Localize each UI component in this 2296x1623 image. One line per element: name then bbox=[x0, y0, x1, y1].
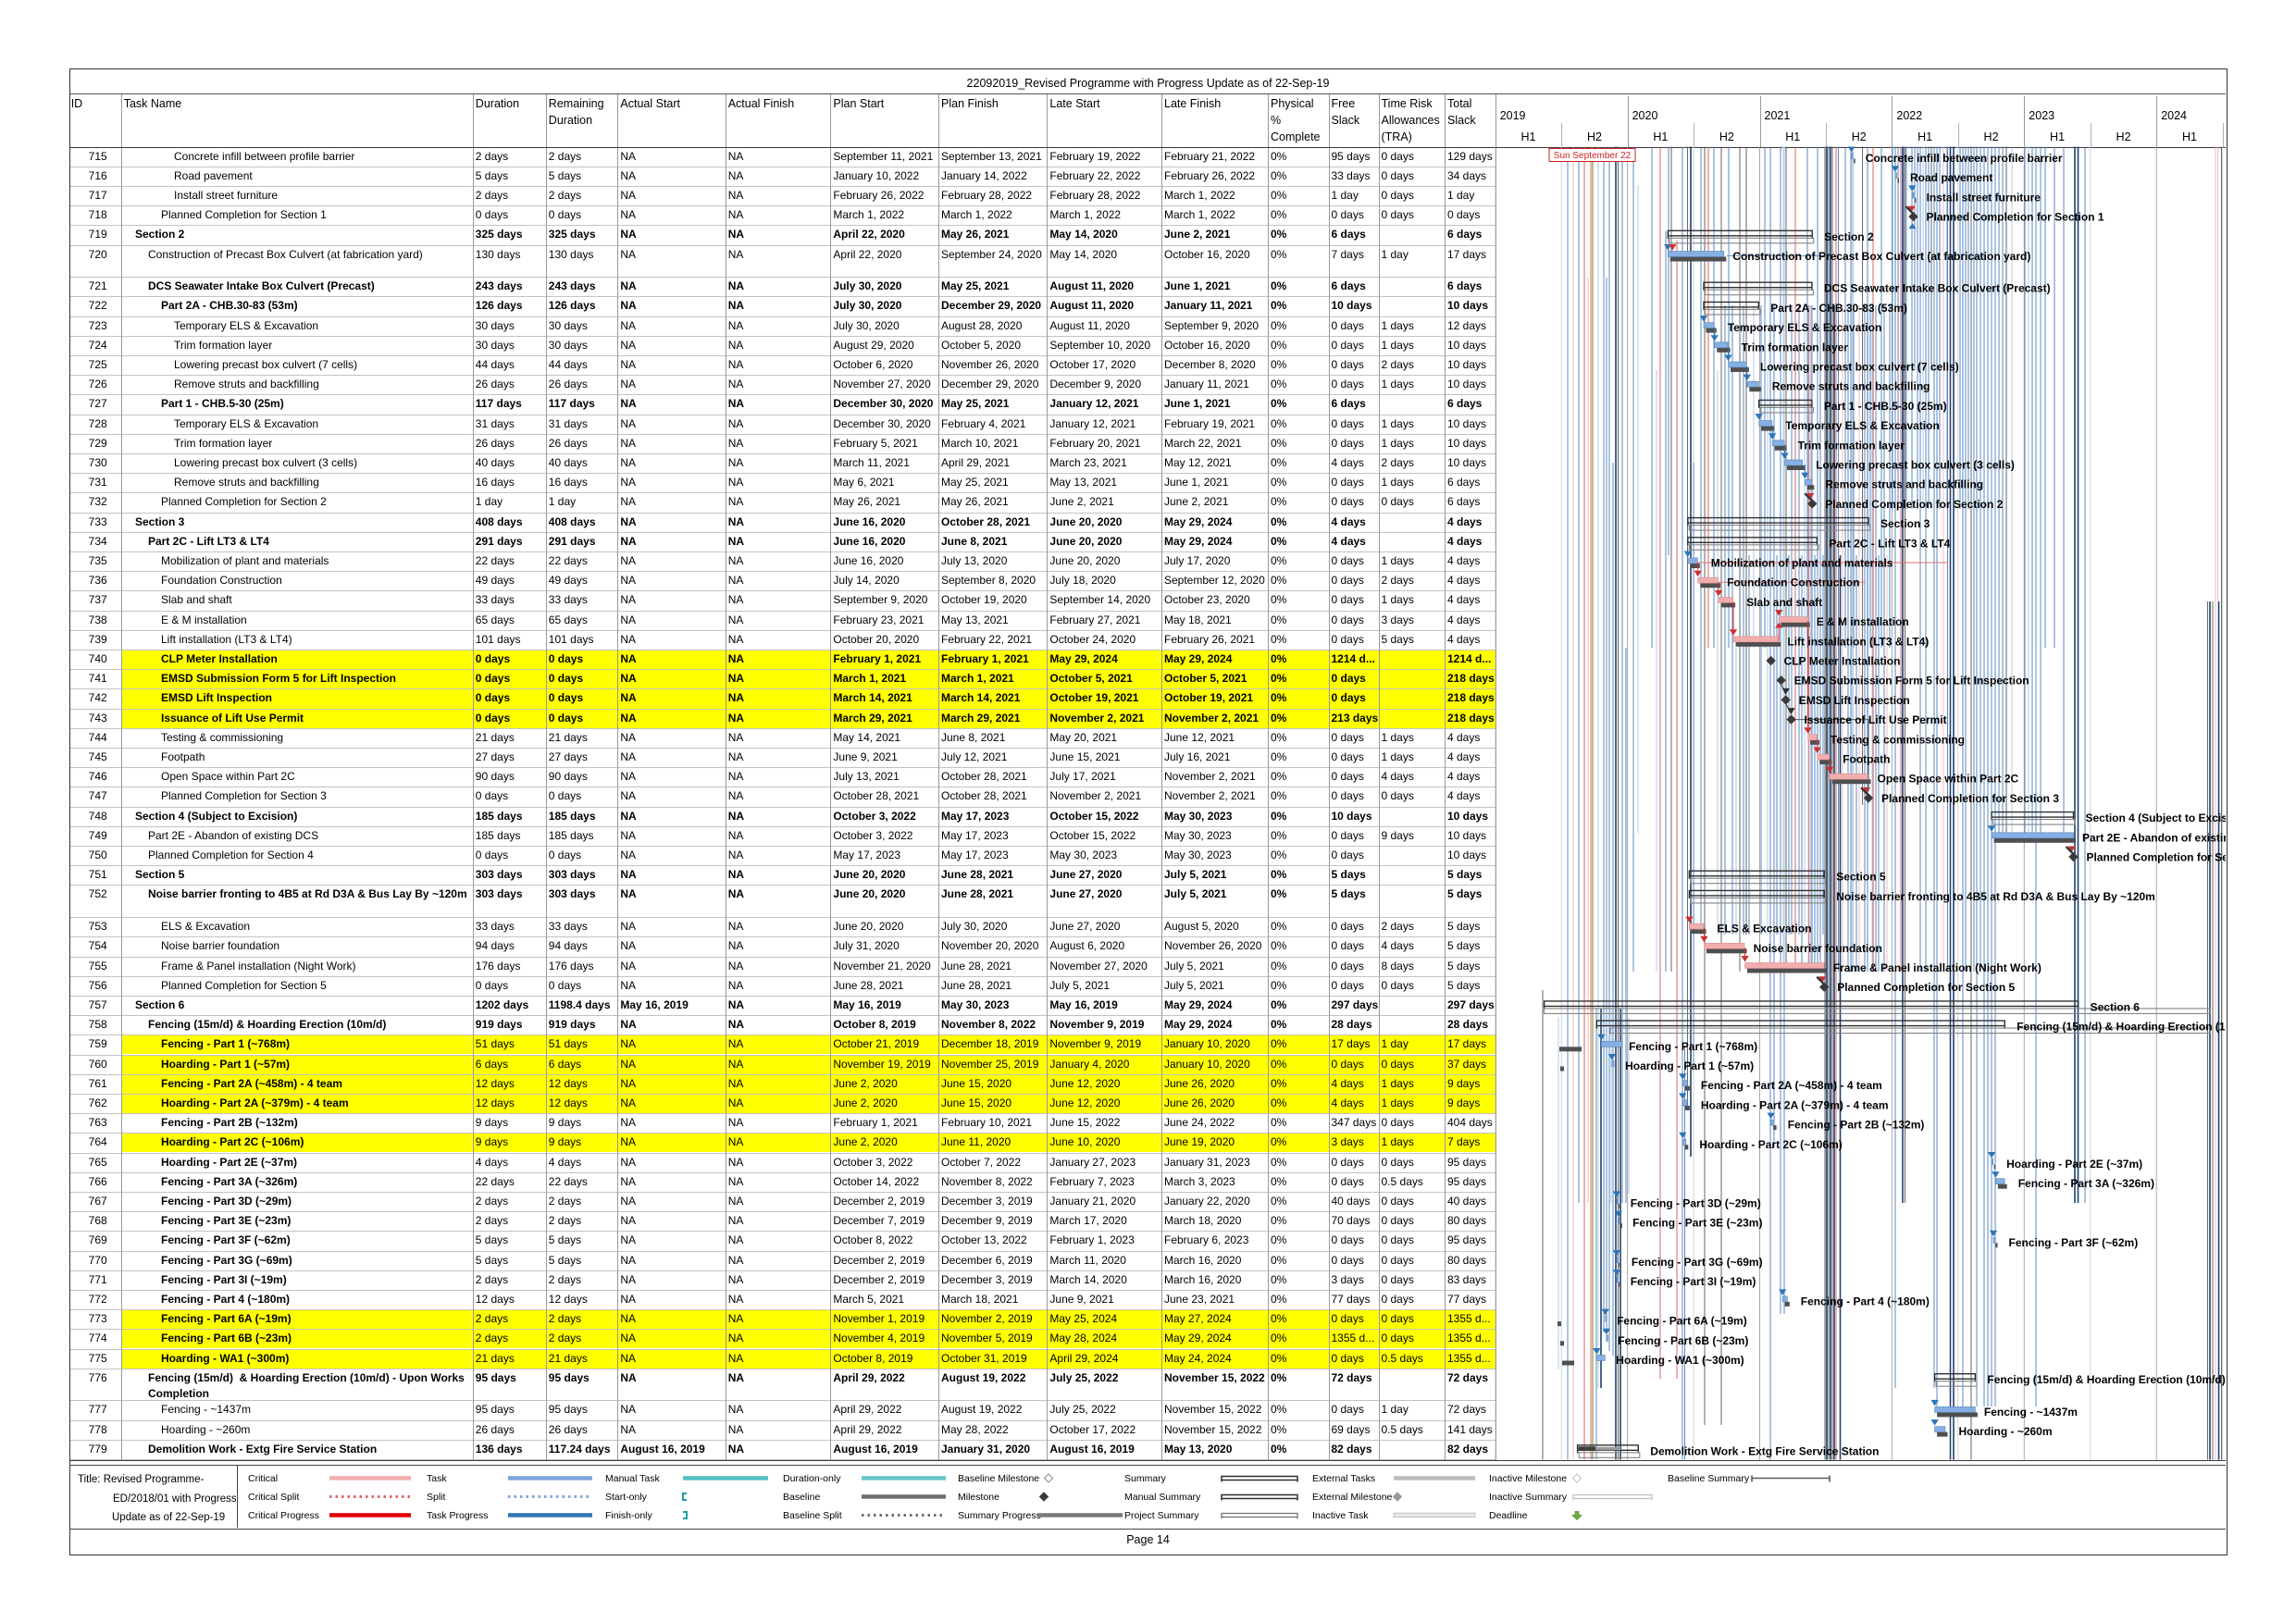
svg-text:Section 6: Section 6 bbox=[2091, 1000, 2141, 1013]
svg-text:Fencing - Part 4 (~180m): Fencing - Part 4 (~180m) bbox=[1801, 1295, 1930, 1307]
svg-text:Fencing - Part 3E (~23m): Fencing - Part 3E (~23m) bbox=[1632, 1217, 1762, 1230]
svg-text:Task Progress: Task Progress bbox=[427, 1510, 489, 1521]
svg-text:E & M installation: E & M installation bbox=[1817, 615, 1909, 628]
svg-text:External Milestone: External Milestone bbox=[1312, 1492, 1393, 1503]
svg-text:Hoarding - Part 1 (~57m): Hoarding - Part 1 (~57m) bbox=[1625, 1059, 1754, 1072]
svg-text:Hoarding - ~260m: Hoarding - ~260m bbox=[1959, 1425, 2053, 1438]
svg-text:Duration-only: Duration-only bbox=[783, 1473, 841, 1484]
svg-text:Slab and shaft: Slab and shaft bbox=[1746, 596, 1822, 609]
svg-text:External Tasks: External Tasks bbox=[1312, 1473, 1375, 1484]
svg-text:Project Summary: Project Summary bbox=[1124, 1510, 1199, 1521]
svg-text:EMSD Submission Form 5 for Lif: EMSD Submission Form 5 for Lift Inspecti… bbox=[1794, 675, 2029, 688]
svg-text:Planned Completion for Section: Planned Completion for Section 3 bbox=[1881, 792, 2059, 805]
svg-text:Concrete infill between profil: Concrete infill between profile barrier bbox=[1866, 152, 2063, 165]
svg-text:Critical Progress: Critical Progress bbox=[248, 1510, 319, 1521]
svg-text:Fencing - Part 2A (~458m) - 4: Fencing - Part 2A (~458m) - 4 team bbox=[1701, 1079, 1882, 1092]
svg-text:Deadline: Deadline bbox=[1489, 1510, 1528, 1521]
svg-text:Install street furniture: Install street furniture bbox=[1927, 191, 2042, 204]
svg-text:Critical: Critical bbox=[248, 1473, 278, 1484]
svg-text:Fencing - Part 6B (~23m): Fencing - Part 6B (~23m) bbox=[1618, 1334, 1748, 1347]
svg-text:Sun September 22: Sun September 22 bbox=[1554, 151, 1632, 161]
svg-text:Finish-only: Finish-only bbox=[605, 1510, 653, 1521]
svg-text:Inactive Summary: Inactive Summary bbox=[1489, 1492, 1568, 1503]
svg-text:ELS & Excavation: ELS & Excavation bbox=[1718, 923, 1812, 935]
svg-text:Fencing - Part 6A (~19m): Fencing - Part 6A (~19m) bbox=[1617, 1315, 1747, 1328]
svg-text:Milestone: Milestone bbox=[958, 1492, 999, 1503]
svg-text:Part 2E - Abandon of existing: Part 2E - Abandon of existing DCS bbox=[2082, 831, 2264, 844]
svg-text:Lowering precast box culvert (: Lowering precast box culvert (7 cells) bbox=[1760, 361, 1959, 374]
svg-text:Start-only: Start-only bbox=[605, 1492, 648, 1503]
svg-text:Hoarding - Part 2E (~37m): Hoarding - Part 2E (~37m) bbox=[2006, 1158, 2142, 1171]
svg-text:Part 1 - CHB.5-30 (25m): Part 1 - CHB.5-30 (25m) bbox=[1824, 400, 1947, 413]
svg-text:Trim formation layer: Trim formation layer bbox=[1798, 439, 1905, 452]
svg-text:Planned Completion for Section: Planned Completion for Section 2 bbox=[1825, 498, 2003, 511]
svg-text:Road pavement: Road pavement bbox=[1910, 171, 1992, 184]
svg-text:EMSD Lift Inspection: EMSD Lift Inspection bbox=[1799, 694, 1910, 707]
svg-text:Fencing - Part 3D (~29m): Fencing - Part 3D (~29m) bbox=[1631, 1196, 1761, 1209]
svg-text:Fencing - ~1437m: Fencing - ~1437m bbox=[1984, 1406, 2078, 1419]
svg-text:Lift installation (LT3 & LT4): Lift installation (LT3 & LT4) bbox=[1787, 635, 1929, 648]
svg-text:DCS Seawater Intake Box Culver: DCS Seawater Intake Box Culvert (Precast… bbox=[1824, 282, 2051, 295]
svg-text:Section 3: Section 3 bbox=[1880, 517, 1930, 530]
svg-text:Planned Completion for Section: Planned Completion for Section 1 bbox=[1927, 211, 2104, 224]
svg-text:CLP Meter Installation: CLP Meter Installation bbox=[1784, 655, 1901, 668]
svg-text:Temporary ELS & Excavation: Temporary ELS & Excavation bbox=[1785, 419, 1940, 432]
svg-text:Hoarding - Part 2C (~106m): Hoarding - Part 2C (~106m) bbox=[1699, 1138, 1842, 1151]
svg-text:Mobilization of plant and mate: Mobilization of plant and materials bbox=[1711, 557, 1893, 570]
svg-text:Critical Split: Critical Split bbox=[248, 1492, 300, 1503]
svg-text:Task: Task bbox=[427, 1473, 447, 1484]
svg-text:Hoarding - WA1 (~300m): Hoarding - WA1 (~300m) bbox=[1616, 1354, 1744, 1367]
svg-text:Fencing - Part 1 (~768m): Fencing - Part 1 (~768m) bbox=[1629, 1040, 1757, 1053]
svg-text:Baseline Split: Baseline Split bbox=[783, 1510, 842, 1521]
svg-text:Baseline Summary: Baseline Summary bbox=[1668, 1473, 1750, 1484]
svg-text:Hoarding - Part 2A (~379m) - 4: Hoarding - Part 2A (~379m) - 4 team bbox=[1701, 1098, 1889, 1111]
svg-text:Testing & commissioning: Testing & commissioning bbox=[1831, 733, 1965, 746]
svg-text:Construction of Precast Box Cu: Construction of Precast Box Culvert (at … bbox=[1732, 250, 2030, 263]
svg-text:Lowering precast box culvert (: Lowering precast box culvert (3 cells) bbox=[1816, 459, 2015, 472]
svg-text:Fencing - Part 3A (~326m): Fencing - Part 3A (~326m) bbox=[2018, 1177, 2154, 1190]
svg-text:Frame & Panel installation (Ni: Frame & Panel installation (Night Work) bbox=[1833, 961, 2042, 974]
svg-text:Fencing - Part 3G (~69m): Fencing - Part 3G (~69m) bbox=[1632, 1256, 1763, 1269]
svg-text:Planned Completion for Section: Planned Completion for Section 5 bbox=[1837, 981, 2015, 994]
svg-text:Inactive Task: Inactive Task bbox=[1312, 1510, 1369, 1521]
svg-text:Baseline: Baseline bbox=[783, 1492, 820, 1503]
svg-text:Remove struts and backfilling: Remove struts and backfilling bbox=[1825, 478, 1983, 491]
svg-text:Fencing - Part 2B (~132m): Fencing - Part 2B (~132m) bbox=[1788, 1119, 1925, 1132]
svg-text:Manual Summary: Manual Summary bbox=[1124, 1492, 1201, 1503]
svg-text:Demolition Work - Extg Fire Se: Demolition Work - Extg Fire Service Stat… bbox=[1650, 1444, 1879, 1457]
svg-text:Summary: Summary bbox=[1124, 1473, 1167, 1484]
svg-text:Planned Completion for Section: Planned Completion for Section 4 bbox=[2087, 851, 2265, 864]
svg-text:Baseline Milestone: Baseline Milestone bbox=[958, 1473, 1039, 1484]
svg-text:Issuance of Lift Use Permit: Issuance of Lift Use Permit bbox=[1805, 713, 1947, 726]
svg-text:Inactive Milestone: Inactive Milestone bbox=[1489, 1473, 1567, 1484]
svg-text:Part 2A - CHB.30-83 (53m): Part 2A - CHB.30-83 (53m) bbox=[1770, 302, 1907, 315]
svg-text:Fencing - Part 3F (~62m): Fencing - Part 3F (~62m) bbox=[2009, 1236, 2139, 1249]
svg-text:Footpath: Footpath bbox=[1843, 753, 1890, 766]
svg-text:Fencing - Part 3I (~19m): Fencing - Part 3I (~19m) bbox=[1631, 1275, 1756, 1288]
svg-text:Trim formation layer: Trim formation layer bbox=[1742, 341, 1849, 353]
svg-text:Noise barrier fronting to 4B5: Noise barrier fronting to 4B5 at Rd D3A … bbox=[1836, 890, 2155, 903]
svg-text:Split: Split bbox=[427, 1492, 446, 1503]
svg-text:Manual Task: Manual Task bbox=[605, 1473, 661, 1484]
svg-text:Remove struts and backfilling: Remove struts and backfilling bbox=[1772, 380, 1930, 393]
svg-text:Summary Progress: Summary Progress bbox=[958, 1510, 1041, 1521]
svg-text:Temporary ELS & Excavation: Temporary ELS & Excavation bbox=[1728, 321, 1882, 334]
svg-text:Fencing (15m/d) & Hoarding Er: Fencing (15m/d) & Hoarding Erection (10m… bbox=[2017, 1021, 2254, 1034]
svg-text:Section 2: Section 2 bbox=[1824, 230, 1874, 243]
svg-text:Section 5: Section 5 bbox=[1836, 871, 1886, 884]
svg-text:Fencing (15m/d) & Hoarding Er: Fencing (15m/d) & Hoarding Erection (10m… bbox=[1987, 1373, 2296, 1386]
svg-text:Section 4 (Subject to Excision: Section 4 (Subject to Excision) bbox=[2086, 812, 2248, 824]
svg-text:Noise barrier foundation: Noise barrier foundation bbox=[1754, 942, 1882, 955]
svg-text:Part 2C - Lift LT3 & LT4: Part 2C - Lift LT3 & LT4 bbox=[1829, 537, 1950, 550]
svg-text:Open Space within Part 2C: Open Space within Part 2C bbox=[1878, 773, 2019, 786]
svg-text:Foundation Construction: Foundation Construction bbox=[1727, 576, 1859, 589]
